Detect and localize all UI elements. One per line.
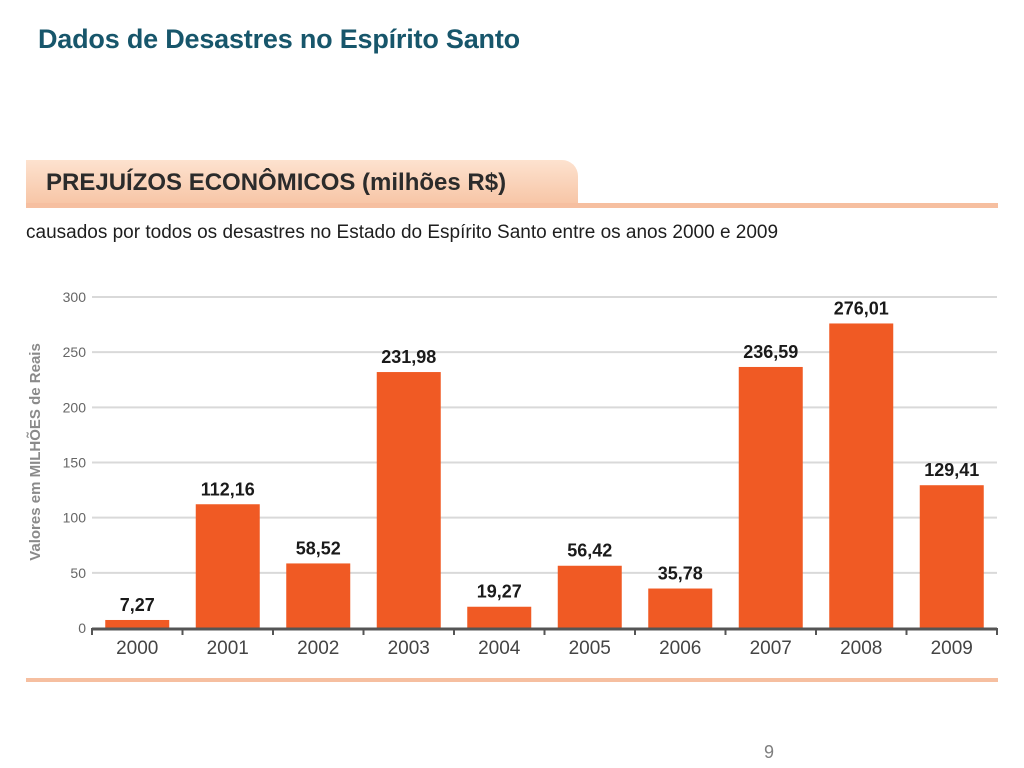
bar-2002 xyxy=(286,563,351,628)
data-label-2006: 35,78 xyxy=(658,564,703,584)
x-tick-label: 2000 xyxy=(116,638,158,659)
panel-bottom-divider xyxy=(26,678,998,682)
data-label-2004: 19,27 xyxy=(477,582,522,602)
bars xyxy=(105,323,984,628)
bar-2000 xyxy=(105,619,170,628)
data-label-2008: 276,01 xyxy=(834,298,889,318)
page-number: 9 xyxy=(764,742,775,762)
y-tick-label: 300 xyxy=(63,289,87,305)
x-axis: 2000 2001 2002 2003 2004 2005 2006 2007 2008 2009 xyxy=(91,627,998,659)
x-tick-label: 2003 xyxy=(388,638,430,659)
bar-2004 xyxy=(467,606,532,628)
chart-title: PREJUÍZOS ECONÔMICOS (milhões R$) xyxy=(46,169,507,196)
data-label-2005: 56,42 xyxy=(567,541,612,561)
chart-subtitle: causados por todos os desastres no Estad… xyxy=(26,222,779,243)
y-tick-label: 250 xyxy=(63,344,87,360)
y-tick-label: 200 xyxy=(63,399,87,415)
bar-2003 xyxy=(376,372,441,628)
data-label-2001: 112,16 xyxy=(201,479,255,499)
data-label-2009: 129,41 xyxy=(924,460,979,480)
x-tick-label: 2007 xyxy=(750,638,792,659)
x-tick-label: 2009 xyxy=(931,638,973,659)
x-tick-label: 2005 xyxy=(569,638,611,659)
bar-2009 xyxy=(919,485,984,628)
bar-2006 xyxy=(648,588,713,628)
y-tick-label: 100 xyxy=(63,510,87,526)
panel-top-divider xyxy=(26,203,998,208)
y-tick-label: 0 xyxy=(78,620,86,636)
x-tick-label: 2006 xyxy=(659,638,701,659)
panel-header-tab: PREJUÍZOS ECONÔMICOS (milhões R$) xyxy=(26,160,578,206)
y-axis-title: Valores em MILHÕES de Reais xyxy=(26,343,44,561)
data-label-2000: 7,27 xyxy=(120,595,155,615)
bar-2001 xyxy=(195,504,260,628)
data-labels: 7,27 112,16 58,52 231,98 19,27 56,42 35,78 236,… xyxy=(120,298,980,615)
x-tick-label: 2002 xyxy=(297,638,339,659)
y-tick-label: 50 xyxy=(70,565,86,581)
bar-2005 xyxy=(557,565,622,628)
slide-title: Dados de Desastres no Espírito Santo xyxy=(38,24,520,54)
x-tick-label: 2004 xyxy=(478,638,521,659)
data-label-2007: 236,59 xyxy=(743,342,798,362)
bar-2007 xyxy=(738,366,803,628)
x-tick-label: 2001 xyxy=(207,638,249,659)
x-tick-label: 2008 xyxy=(840,638,882,659)
data-label-2003: 231,98 xyxy=(381,347,436,367)
y-tick-label: 150 xyxy=(63,455,87,471)
bar-2008 xyxy=(829,323,894,628)
data-label-2002: 58,52 xyxy=(296,538,341,558)
